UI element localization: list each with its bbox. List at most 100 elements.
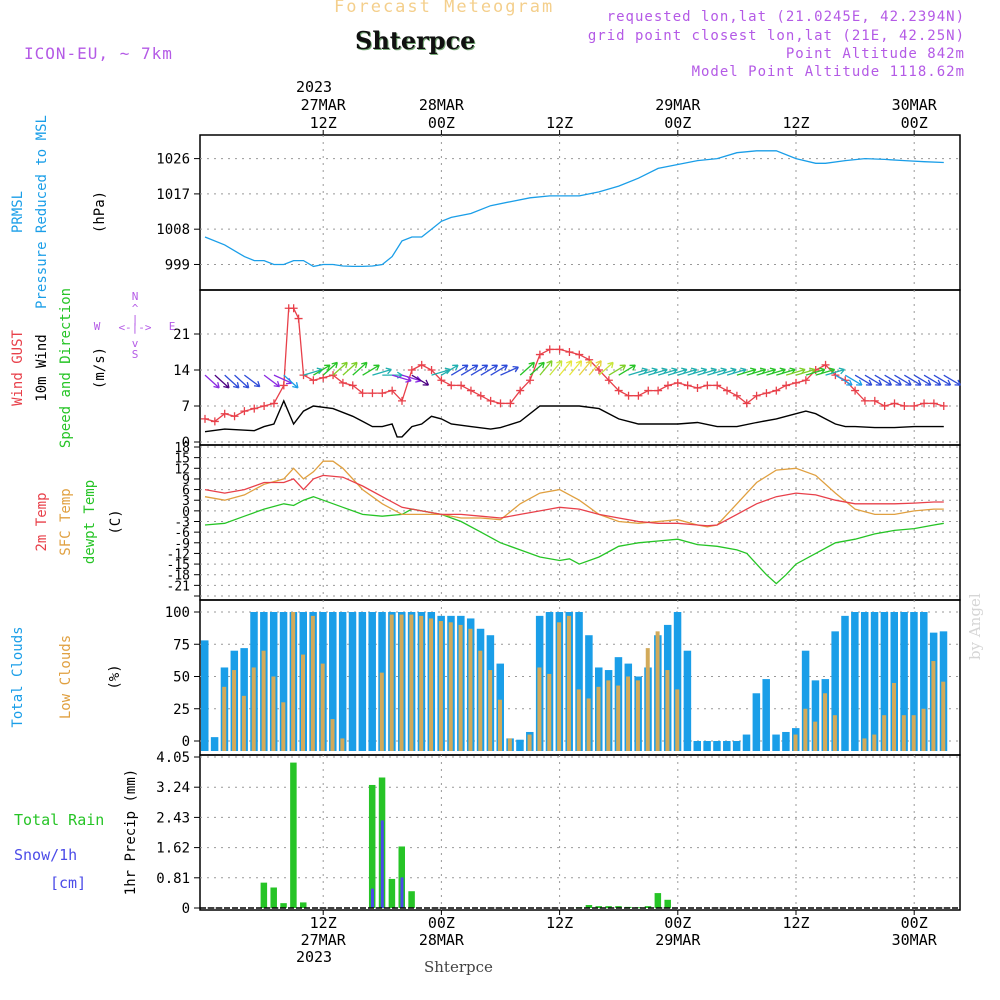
total-cloud-bar — [358, 612, 367, 751]
wind-direction-arrow — [598, 361, 614, 376]
gust-marker — [703, 381, 712, 390]
wind-direction-arrow — [913, 374, 932, 386]
ytick-label: 15 — [174, 452, 190, 467]
compass-south: S — [132, 348, 139, 361]
ytick-label: 7 — [182, 399, 190, 415]
gust-marker — [683, 381, 692, 390]
xtick-label-top: 12Z — [546, 114, 573, 132]
wind-direction-arrow — [490, 364, 508, 376]
total-cloud-bar — [870, 612, 879, 751]
low-cloud-bar — [832, 715, 837, 751]
gust-marker — [378, 389, 387, 398]
wind-axis-label: (m/s) — [92, 347, 108, 389]
xtick-label-bottom: 00Z — [664, 914, 691, 932]
series-line-sfc-temp — [204, 460, 944, 528]
wind-direction-arrow — [441, 364, 459, 376]
gust-marker — [565, 348, 574, 356]
ytick-label: -15 — [167, 558, 190, 573]
low-cloud-bar — [813, 721, 818, 751]
low-cloud-bar — [251, 667, 256, 751]
gust-marker — [870, 396, 879, 405]
gust-marker — [338, 378, 347, 387]
ytick-label: 0 — [182, 505, 190, 520]
low-cloud-bar — [261, 650, 266, 751]
gust-marker — [555, 345, 564, 354]
low-cloud-bar — [340, 738, 345, 751]
series-line-prmsl — [204, 150, 944, 268]
total-cloud-bar — [782, 731, 790, 751]
total-cloud-bar — [890, 612, 898, 751]
low-cloud-bar — [892, 682, 896, 751]
xdate-label-top: 28MAR — [419, 96, 465, 114]
gust-marker — [348, 381, 357, 390]
low-cloud-bar — [566, 615, 571, 751]
low-cloud-bar — [232, 670, 237, 751]
clouds-axis-label: Total Clouds — [10, 626, 26, 727]
ytick-label: 9 — [182, 473, 190, 488]
compass-arrow-vertical: ^ — [132, 302, 139, 315]
ytick-label: 1008 — [156, 222, 190, 238]
low-cloud-bar — [429, 618, 434, 751]
xdate-label-top: 30MAR — [892, 96, 938, 114]
wind-direction-arrow — [500, 365, 519, 376]
rain-bar — [290, 762, 297, 908]
gust-marker — [604, 376, 613, 385]
gust-marker — [329, 371, 338, 380]
precip-axis-label: 1hr Precip (mm) — [123, 769, 139, 895]
total-cloud-bar — [368, 612, 376, 751]
total-cloud-bar — [201, 640, 209, 751]
total-cloud-bar — [338, 612, 347, 751]
temperature-axis-label: dewpt Temp — [82, 480, 98, 564]
gust-marker — [309, 376, 318, 385]
low-cloud-bar — [645, 648, 650, 751]
compass-arrows-horizontal: <-|-> — [118, 321, 151, 334]
gust-marker — [466, 386, 475, 395]
pressure-axis-label: PRMSL — [10, 191, 26, 233]
low-cloud-bar — [241, 695, 246, 751]
gust-marker — [294, 314, 303, 323]
gust-marker — [269, 399, 278, 408]
gust-marker — [407, 366, 416, 374]
xdate-label-bottom: 29MAR — [655, 931, 701, 949]
gust-marker — [260, 402, 269, 410]
wind-direction-arrow — [529, 361, 545, 376]
low-cloud-bar — [271, 676, 276, 751]
total-cloud-bar — [703, 741, 711, 751]
total-cloud-bar — [723, 741, 731, 751]
xtick-label-top: 12Z — [782, 114, 809, 132]
gust-marker — [210, 417, 219, 426]
xtick-label-top: 00Z — [428, 114, 455, 132]
total-cloud-bar — [713, 741, 721, 751]
gust-marker — [575, 350, 584, 359]
gust-marker — [457, 381, 466, 390]
gust-marker — [230, 412, 239, 421]
gust-marker — [663, 381, 672, 390]
low-cloud-bar — [941, 681, 946, 751]
gust-marker — [772, 386, 781, 395]
total-cloud-bar — [585, 635, 593, 751]
low-cloud-bar — [222, 686, 227, 751]
rain-bar — [408, 891, 415, 908]
low-cloud-bar — [911, 715, 916, 751]
total-cloud-bar — [851, 612, 859, 751]
wind-direction-arrow — [214, 374, 230, 389]
wind-direction-arrow — [204, 374, 220, 389]
wind-direction-arrow — [904, 374, 922, 386]
total-cloud-bar — [516, 739, 524, 751]
snow-bar — [380, 820, 384, 908]
low-cloud-bar — [320, 663, 325, 751]
compass-arrow-vertical: v — [132, 337, 139, 350]
total-cloud-bar — [831, 631, 839, 751]
gust-marker — [673, 378, 682, 387]
low-cloud-bar — [547, 673, 552, 751]
wind-direction-arrow — [549, 360, 563, 376]
ytick-label: -3 — [174, 516, 190, 531]
xtick-label-bottom: 12Z — [782, 914, 809, 932]
low-cloud-bar — [862, 738, 867, 751]
ytick-label: 18 — [174, 441, 190, 456]
clouds-axis-label: (%) — [107, 664, 123, 689]
low-cloud-bar — [419, 615, 424, 751]
xdate-label-bottom: 28MAR — [419, 931, 465, 949]
total-cloud-bar — [860, 612, 869, 751]
ytick-label: 12 — [174, 462, 190, 477]
